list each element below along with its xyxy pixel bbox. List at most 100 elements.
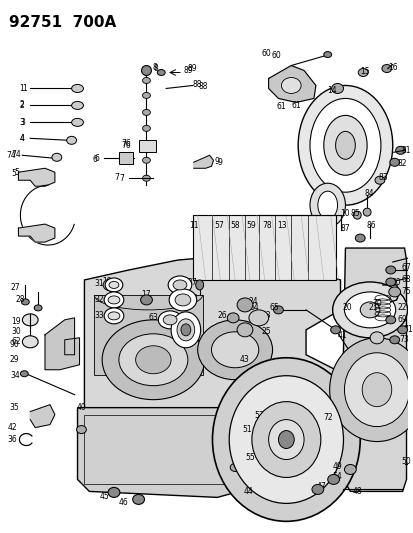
Ellipse shape <box>362 208 370 216</box>
Text: 54: 54 <box>332 472 342 481</box>
Ellipse shape <box>175 294 190 306</box>
Ellipse shape <box>102 320 204 400</box>
Text: 50: 50 <box>401 457 411 466</box>
Ellipse shape <box>397 326 406 334</box>
Text: 75: 75 <box>401 287 411 296</box>
Text: 1: 1 <box>22 84 27 93</box>
Ellipse shape <box>332 282 406 338</box>
Text: 92751  700A: 92751 700A <box>9 15 116 30</box>
Ellipse shape <box>142 157 150 163</box>
Ellipse shape <box>323 52 331 58</box>
Text: 5: 5 <box>14 168 19 177</box>
Text: 39: 39 <box>190 325 200 334</box>
Ellipse shape <box>385 278 395 286</box>
Text: 82: 82 <box>397 159 406 168</box>
Ellipse shape <box>230 464 240 472</box>
Text: 2: 2 <box>20 100 25 109</box>
Text: 14: 14 <box>326 86 336 95</box>
Text: 33: 33 <box>94 311 104 320</box>
Text: 69: 69 <box>397 316 406 325</box>
Ellipse shape <box>230 425 240 433</box>
Ellipse shape <box>250 443 258 451</box>
Text: 68: 68 <box>401 276 411 285</box>
Text: 48: 48 <box>351 487 361 496</box>
Text: 71: 71 <box>403 325 412 334</box>
Ellipse shape <box>352 211 360 219</box>
Text: 86: 86 <box>366 221 375 230</box>
Ellipse shape <box>71 118 83 126</box>
Ellipse shape <box>105 278 123 292</box>
Ellipse shape <box>135 346 171 374</box>
Ellipse shape <box>173 280 186 290</box>
Ellipse shape <box>357 69 367 77</box>
Ellipse shape <box>22 314 38 326</box>
Text: 35: 35 <box>9 403 19 412</box>
Polygon shape <box>19 168 55 186</box>
Text: 41: 41 <box>337 332 347 340</box>
Text: 49: 49 <box>332 462 342 471</box>
Ellipse shape <box>227 313 238 323</box>
Text: 15: 15 <box>359 67 369 76</box>
Polygon shape <box>19 224 55 242</box>
Ellipse shape <box>317 191 337 219</box>
Text: 85: 85 <box>350 208 359 217</box>
Ellipse shape <box>311 484 323 495</box>
Ellipse shape <box>133 495 144 504</box>
Text: 63: 63 <box>148 313 158 322</box>
Text: 3: 3 <box>20 118 25 127</box>
Text: 55: 55 <box>244 453 254 462</box>
Text: 76: 76 <box>121 139 131 148</box>
Ellipse shape <box>359 302 379 318</box>
Text: 24: 24 <box>247 297 257 306</box>
Text: 2: 2 <box>19 101 24 110</box>
Ellipse shape <box>369 332 383 344</box>
Text: 36: 36 <box>7 435 17 444</box>
Text: 62: 62 <box>12 337 21 346</box>
Ellipse shape <box>240 456 248 464</box>
Text: 51: 51 <box>242 425 251 434</box>
Text: 40: 40 <box>76 403 86 412</box>
Text: 22: 22 <box>397 303 406 312</box>
Ellipse shape <box>388 287 400 297</box>
Text: 43: 43 <box>240 356 249 364</box>
Ellipse shape <box>104 292 123 308</box>
Ellipse shape <box>229 376 343 503</box>
Ellipse shape <box>329 338 413 441</box>
Text: 6: 6 <box>93 155 97 164</box>
Ellipse shape <box>71 101 83 109</box>
Text: 72: 72 <box>322 413 332 422</box>
Text: 60: 60 <box>271 51 281 60</box>
Text: 18: 18 <box>102 278 112 286</box>
Ellipse shape <box>251 402 320 478</box>
Text: 56: 56 <box>253 440 263 449</box>
Text: 90: 90 <box>9 340 19 349</box>
Text: 31: 31 <box>94 279 104 288</box>
Text: 73: 73 <box>399 335 408 344</box>
Text: 32: 32 <box>94 295 104 304</box>
Text: 58: 58 <box>230 221 240 230</box>
Text: 84: 84 <box>363 189 373 198</box>
Ellipse shape <box>331 84 343 93</box>
Text: 10: 10 <box>340 208 349 217</box>
Text: 88: 88 <box>198 82 208 91</box>
Text: 5: 5 <box>12 169 17 177</box>
Text: 80: 80 <box>391 278 401 287</box>
Text: 76: 76 <box>121 141 131 150</box>
Ellipse shape <box>344 353 408 426</box>
Ellipse shape <box>180 324 190 336</box>
Text: 27: 27 <box>11 284 20 293</box>
Polygon shape <box>45 318 79 370</box>
Text: 52: 52 <box>299 425 308 434</box>
Ellipse shape <box>323 116 366 175</box>
Ellipse shape <box>140 295 152 305</box>
Ellipse shape <box>344 464 356 474</box>
Ellipse shape <box>237 298 252 312</box>
Text: 26: 26 <box>217 311 227 320</box>
Text: 45: 45 <box>99 492 109 501</box>
Text: 65: 65 <box>269 303 279 312</box>
Polygon shape <box>77 408 242 497</box>
Ellipse shape <box>309 99 380 192</box>
Text: 4: 4 <box>20 134 25 143</box>
Text: 70: 70 <box>371 300 381 309</box>
Text: 89: 89 <box>188 64 197 73</box>
